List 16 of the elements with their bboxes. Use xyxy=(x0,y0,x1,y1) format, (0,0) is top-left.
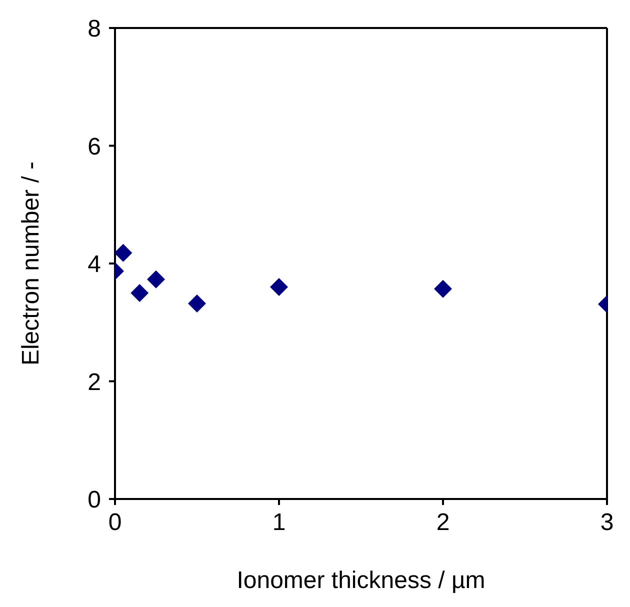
x-tick-label: 0 xyxy=(108,509,122,536)
point xyxy=(115,244,132,262)
point xyxy=(270,278,288,296)
y-tick-label: 8 xyxy=(88,16,101,43)
y-tick-label: 0 xyxy=(88,486,101,514)
x-tick-label: 2 xyxy=(436,509,450,536)
y-tick-label: 4 xyxy=(88,251,101,278)
x-tick-label: 1 xyxy=(272,509,286,536)
y-tick-label: 6 xyxy=(88,133,101,160)
point xyxy=(188,294,206,313)
x-tick-label: 3 xyxy=(600,509,614,536)
point xyxy=(130,284,149,302)
y-tick-label: 2 xyxy=(88,368,101,396)
point xyxy=(147,270,165,288)
y-axis-title: Electron number / - xyxy=(18,161,45,366)
x-axis-title: Ionomer thickness / µm xyxy=(236,567,486,594)
